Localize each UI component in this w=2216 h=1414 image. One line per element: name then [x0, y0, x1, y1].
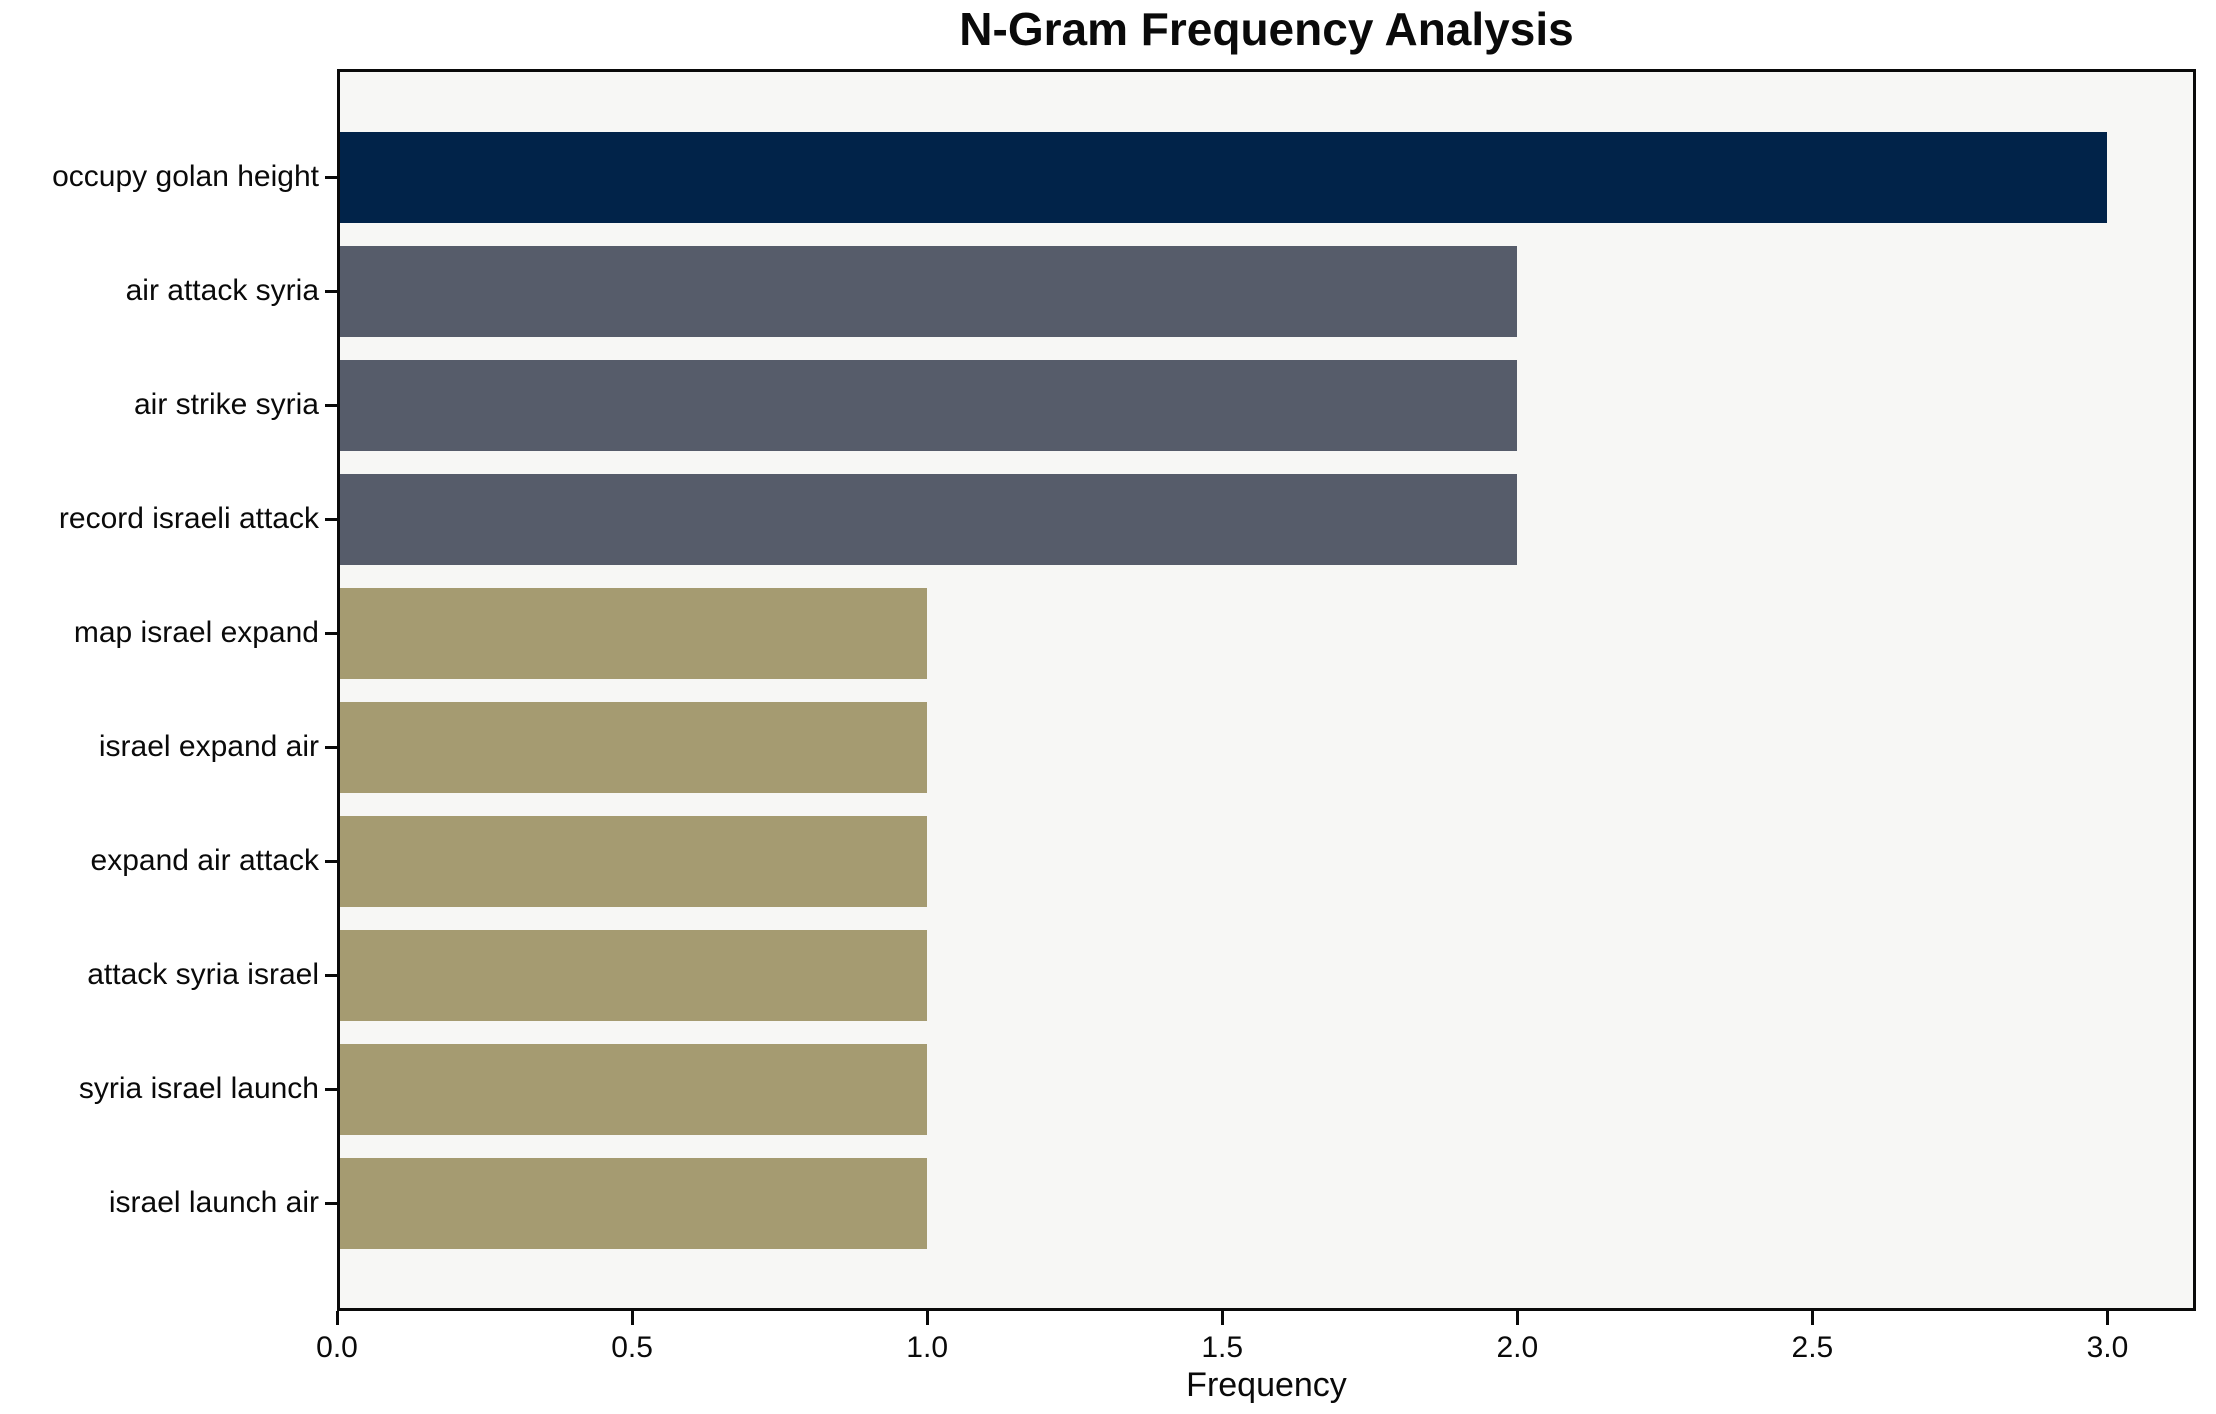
y-tick-label: israel launch air — [108, 1186, 319, 1219]
y-tick-label: air attack syria — [125, 274, 319, 307]
y-tick-label: map israel expand — [73, 616, 319, 649]
x-tick-mark — [335, 1311, 339, 1325]
x-tick-mark — [630, 1311, 634, 1325]
y-tick-mark — [325, 517, 337, 521]
y-tick-mark — [325, 1087, 337, 1091]
y-tick-mark — [325, 1201, 337, 1205]
y-tick-label: israel expand air — [98, 730, 319, 763]
y-tick-label: occupy golan height — [52, 160, 319, 193]
x-tick-label: 3.0 — [2086, 1331, 2129, 1364]
y-tick-mark — [325, 175, 337, 179]
x-tick-mark — [1810, 1311, 1814, 1325]
x-tick-label: 1.0 — [906, 1331, 949, 1364]
y-tick-mark — [325, 289, 337, 293]
y-tick-label: air strike syria — [133, 388, 319, 421]
y-tick-mark — [325, 859, 337, 863]
bar — [340, 929, 928, 1021]
x-tick-mark — [2105, 1311, 2109, 1325]
bar — [340, 359, 1518, 451]
x-tick-label: 2.0 — [1496, 1331, 1539, 1364]
bar — [340, 473, 1518, 565]
y-tick-mark — [325, 403, 337, 407]
x-tick-label: 0.0 — [316, 1331, 358, 1364]
x-tick-label: 1.5 — [1201, 1331, 1244, 1364]
bar — [340, 1157, 928, 1249]
y-tick-mark — [325, 973, 337, 977]
y-tick-mark — [325, 745, 337, 749]
x-tick-mark — [925, 1311, 929, 1325]
x-axis-label: Frequency — [1186, 1366, 1347, 1404]
bar — [340, 587, 928, 679]
bar — [340, 1043, 928, 1135]
y-tick-label: syria israel launch — [78, 1072, 319, 1105]
x-tick-label: 0.5 — [611, 1331, 653, 1364]
y-tick-label: record israeli attack — [58, 502, 319, 535]
bar — [340, 815, 928, 907]
x-tick-label: 2.5 — [1791, 1331, 1834, 1364]
bar — [340, 701, 928, 793]
bar — [340, 245, 1518, 337]
chart-title: N-Gram Frequency Analysis — [959, 3, 1574, 55]
y-tick-label: attack syria israel — [87, 958, 319, 991]
x-tick-mark — [1515, 1311, 1519, 1325]
y-tick-mark — [325, 631, 337, 635]
bar — [340, 131, 2108, 223]
x-tick-mark — [1220, 1311, 1224, 1325]
y-tick-label: expand air attack — [90, 844, 319, 877]
